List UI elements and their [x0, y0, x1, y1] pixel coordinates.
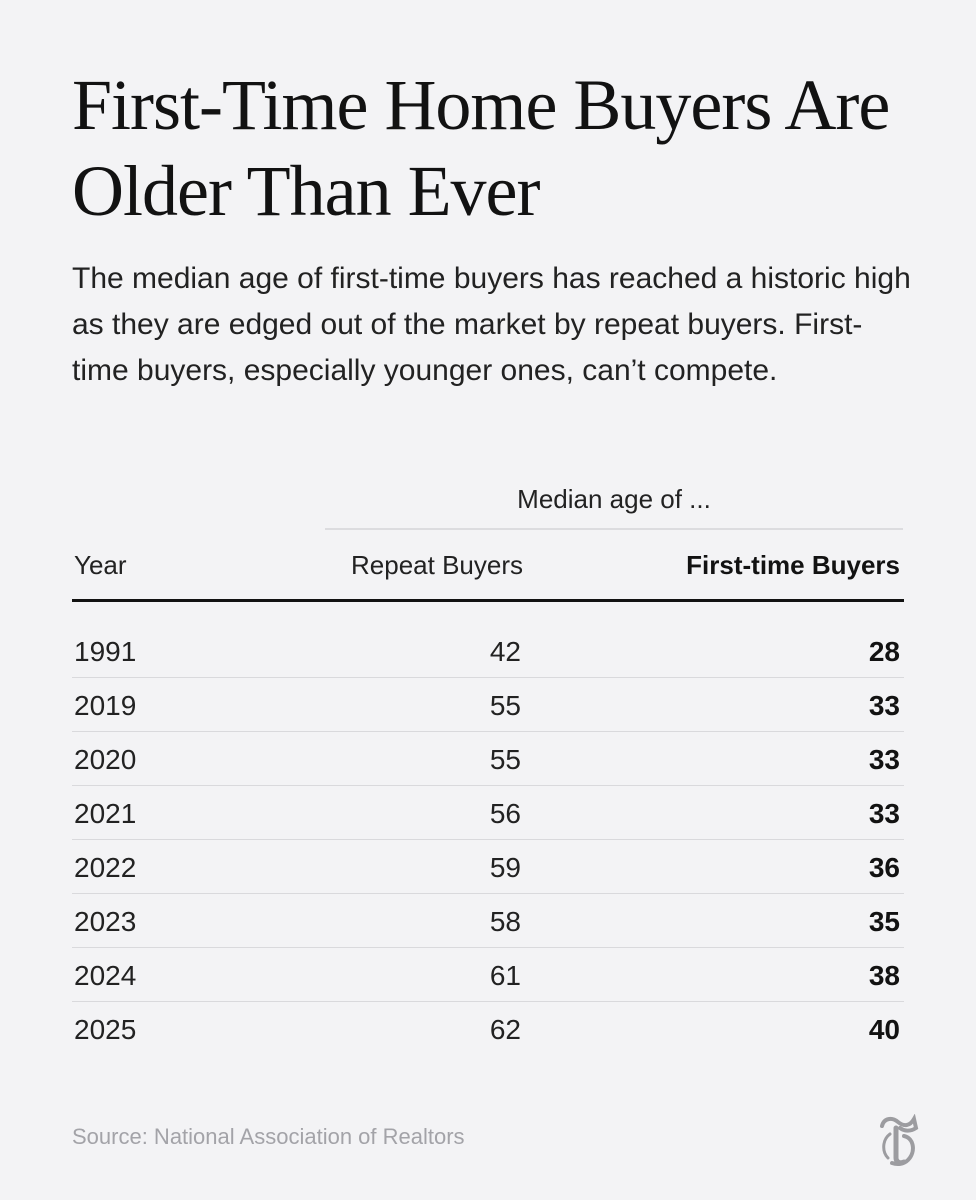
table-row: 2023 58 35 — [72, 894, 904, 948]
table-row: 2024 61 38 — [72, 948, 904, 1002]
cell-first-time-buyers: 28 — [868, 636, 900, 667]
cell-first-time-buyers: 33 — [868, 798, 900, 829]
cell-repeat-buyers: 42 — [489, 636, 521, 667]
group-header-rule — [325, 528, 903, 530]
column-header-repeat-buyers: Repeat Buyers — [351, 550, 523, 580]
table-row: 2025 62 40 — [72, 1002, 904, 1056]
cell-first-time-buyers: 40 — [868, 1014, 900, 1045]
cell-repeat-buyers: 61 — [489, 960, 521, 991]
cell-year: 2024 — [74, 960, 137, 991]
column-header-year: Year — [74, 550, 127, 580]
cell-year: 2020 — [74, 744, 137, 775]
cell-repeat-buyers: 58 — [489, 906, 521, 937]
cell-repeat-buyers: 59 — [489, 852, 521, 883]
cell-year: 2019 — [74, 690, 137, 721]
group-header: Median age of ... — [517, 484, 711, 514]
cell-year: 2025 — [74, 1014, 137, 1045]
logo-right-curve — [890, 1134, 915, 1166]
table-body: 1991 42 28 2019 55 33 2020 55 33 2021 56 33 2022 59 36… — [72, 624, 904, 1056]
cell-repeat-buyers: 55 — [489, 690, 521, 721]
logo-left-curve — [882, 1132, 892, 1160]
cell-first-time-buyers: 33 — [868, 690, 900, 721]
source-note: Source: National Association of Realtors — [72, 1124, 465, 1149]
cell-repeat-buyers: 56 — [489, 798, 521, 829]
cell-first-time-buyers: 35 — [868, 906, 900, 937]
table-row: 2019 55 33 — [72, 678, 904, 732]
cell-first-time-buyers: 33 — [868, 744, 900, 775]
cell-year: 2023 — [74, 906, 137, 937]
cell-year: 2021 — [74, 798, 137, 829]
cell-year: 1991 — [74, 636, 137, 667]
logo-stroke-top — [880, 1114, 919, 1133]
table-row: 2021 56 33 — [72, 786, 904, 840]
chart-title: First-Time Home Buyers Are Older Than Ev… — [72, 65, 890, 231]
cell-first-time-buyers: 38 — [868, 960, 900, 991]
cell-repeat-buyers: 62 — [489, 1014, 521, 1045]
nyt-t-logo-icon — [880, 1114, 919, 1166]
cell-repeat-buyers: 55 — [489, 744, 521, 775]
table-row: 1991 42 28 — [72, 624, 904, 678]
header-rule — [72, 599, 904, 602]
cell-first-time-buyers: 36 — [868, 852, 900, 883]
chart-subtitle: The median age of first-time buyers has … — [72, 262, 911, 387]
cell-year: 2022 — [74, 852, 137, 883]
column-header-first-time-buyers: First-time Buyers — [686, 550, 900, 580]
table-row: 2022 59 36 — [72, 840, 904, 894]
logo-stem — [893, 1125, 907, 1166]
table-row: 2020 55 33 — [72, 732, 904, 786]
